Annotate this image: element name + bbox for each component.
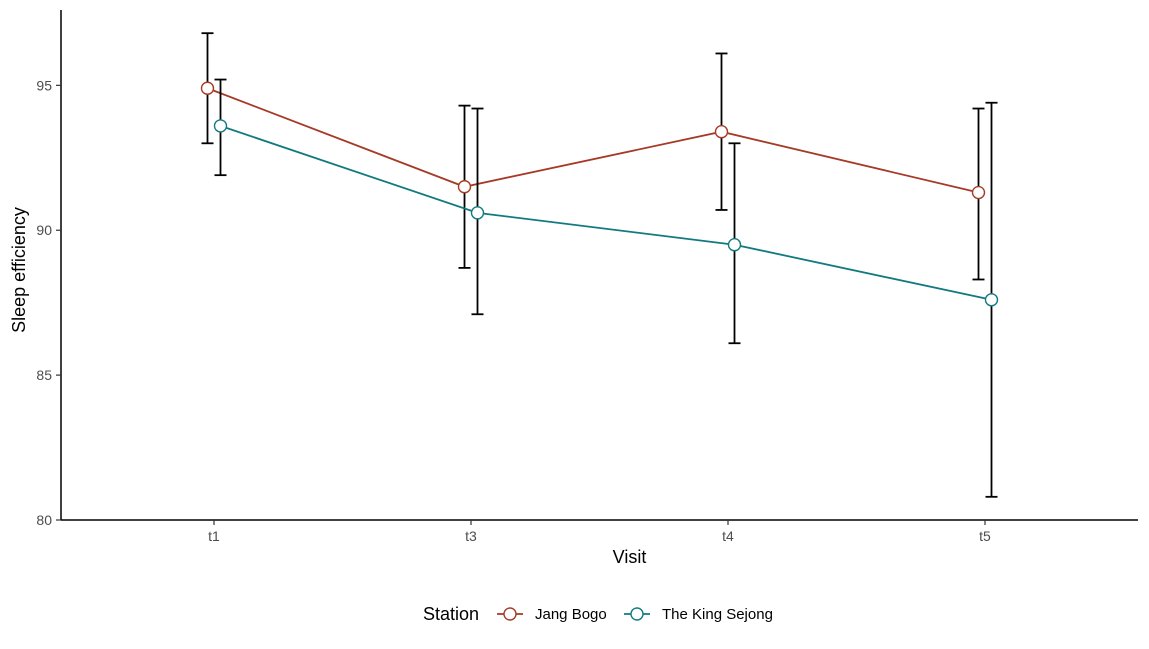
- data-point: [714, 125, 729, 139]
- y-ticks: 80 85 90 95: [36, 77, 61, 528]
- y-tick-label: 90: [36, 222, 52, 238]
- plot-area: [200, 32, 999, 498]
- x-tick-label: t4: [722, 528, 734, 544]
- legend: Station Jang Bogo The King Sejong: [423, 604, 773, 624]
- series-line: [220, 125, 992, 301]
- y-axis-title: Sleep efficiency: [9, 207, 29, 333]
- y-tick-label: 80: [36, 512, 52, 528]
- data-point: [727, 238, 742, 252]
- legend-item: The King Sejong: [624, 606, 773, 623]
- data-point: [971, 185, 986, 200]
- legend-key-marker: [630, 607, 644, 621]
- x-ticks: t1 t3 t4 t5: [208, 520, 991, 544]
- y-tick-label: 95: [36, 77, 52, 93]
- series-0: [200, 32, 986, 281]
- data-point: [213, 119, 228, 133]
- data-point: [984, 293, 999, 307]
- legend-title: Station: [423, 604, 479, 624]
- x-axis-title: Visit: [613, 547, 647, 567]
- series-line: [207, 87, 979, 194]
- legend-label: The King Sejong: [662, 606, 773, 623]
- legend-item: Jang Bogo: [497, 606, 607, 623]
- y-tick-label: 85: [36, 367, 52, 383]
- data-point: [457, 180, 472, 194]
- data-point: [470, 206, 485, 220]
- x-tick-label: t1: [208, 528, 220, 544]
- series-1: [213, 78, 999, 498]
- legend-key-marker: [503, 607, 517, 621]
- data-point: [200, 81, 215, 95]
- x-tick-label: t3: [465, 528, 477, 544]
- x-tick-label: t5: [979, 528, 991, 544]
- axes: 80 85 90 95 t1 t3 t4 t5 Visit Sleep efficiency: [9, 10, 1138, 567]
- legend-label: Jang Bogo: [535, 606, 607, 623]
